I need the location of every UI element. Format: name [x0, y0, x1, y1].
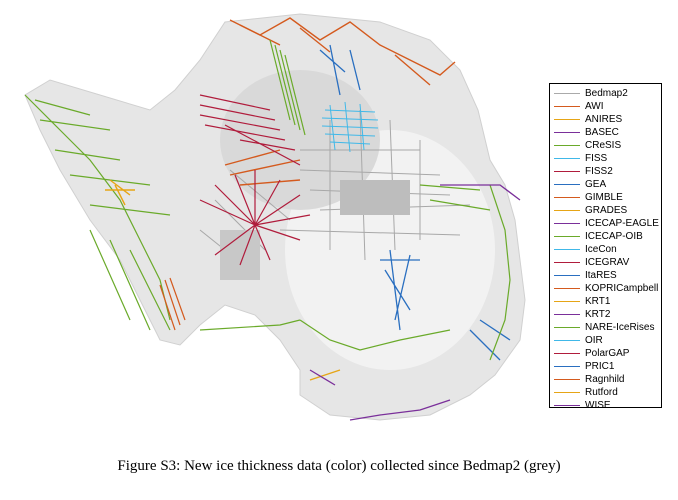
legend-label: NARE-IceRises [585, 322, 655, 333]
legend-label: KRT1 [585, 296, 611, 307]
legend-entry: OIR [554, 334, 661, 347]
legend-entry: GIMBLE [554, 191, 661, 204]
legend-swatch [554, 132, 580, 133]
legend-entry: PolarGAP [554, 347, 661, 360]
legend-label: PolarGAP [585, 348, 630, 359]
legend-swatch [554, 119, 580, 120]
legend-swatch [554, 145, 580, 146]
legend-label: Rutford [585, 387, 618, 398]
legend-entry: FISS [554, 152, 661, 165]
legend-label: AWI [585, 101, 604, 112]
map-legend: Bedmap2 AWI ANIRES BASEC CReSIS FISS FISS2 GEA G… [549, 83, 662, 411]
legend-label: PRIC1 [585, 361, 615, 372]
legend-entry: GEA [554, 178, 661, 191]
legend-swatch [554, 392, 580, 393]
legend-entry: Bedmap2 [554, 87, 661, 100]
cresis-tracks [24, 39, 511, 361]
legend-entry: ICECAP-OIB [554, 230, 661, 243]
wise-tracks [309, 184, 521, 421]
legend-entry: Ragnhild [554, 373, 661, 386]
bedmap2-tracks [199, 109, 471, 280]
legend-label: GIMBLE [585, 192, 623, 203]
legend-swatch [554, 353, 580, 354]
legend-entry: PRIC1 [554, 360, 661, 373]
legend-swatch [554, 223, 580, 224]
legend-swatch [554, 236, 580, 237]
legend-swatch [554, 366, 580, 367]
legend-entry: FISS2 [554, 165, 661, 178]
legend-swatch [554, 106, 580, 107]
legend-label: WISE [585, 400, 611, 411]
legend-entry: KOPRICampbell [554, 282, 661, 295]
legend-swatch [554, 158, 580, 159]
legend-swatch [554, 184, 580, 185]
legend-label: ICECAP-EAGLE [585, 218, 659, 229]
awi-tracks [224, 17, 456, 186]
ice-sheet-interior [220, 70, 380, 210]
anires-tracks [105, 179, 341, 381]
legend-entry: ICEGRAV [554, 256, 661, 269]
legend-entry: KRT1 [554, 295, 661, 308]
fiss2-tracks [199, 94, 311, 266]
fiss-tracks [321, 101, 379, 153]
legend-label: KOPRICampbell [585, 283, 659, 294]
legend-label: KRT2 [585, 309, 611, 320]
legend-swatch [554, 288, 580, 289]
legend-label: FISS [585, 153, 608, 164]
legend-swatch [554, 262, 580, 263]
legend-label: Bedmap2 [585, 88, 628, 99]
gea-tracks [319, 44, 511, 361]
legend-entry: ICECAP-EAGLE [554, 217, 661, 230]
gimble-tracks [159, 277, 186, 331]
legend-entry: ANIRES [554, 113, 661, 126]
legend-swatch [554, 379, 580, 380]
legend-label: Ragnhild [585, 374, 625, 385]
legend-swatch [554, 249, 580, 250]
legend-entry: AWI [554, 100, 661, 113]
legend-swatch [554, 405, 580, 406]
legend-label: GEA [585, 179, 607, 190]
legend-swatch [554, 171, 580, 172]
legend-entry: BASEC [554, 126, 661, 139]
legend-swatch [554, 327, 580, 328]
legend-swatch [554, 340, 580, 341]
legend-swatch [554, 301, 580, 302]
legend-label: ANIRES [585, 114, 623, 125]
legend-swatch [554, 210, 580, 211]
legend-swatch [554, 275, 580, 276]
legend-entry: KRT2 [554, 308, 661, 321]
antarctica-map [24, 13, 526, 421]
legend-label: IceCon [585, 244, 617, 255]
figure-caption: Figure S3: New ice thickness data (color… [117, 458, 561, 474]
legend-label: CReSIS [585, 140, 622, 151]
legend-label: GRADES [585, 205, 628, 216]
legend-entry: ItaRES [554, 269, 661, 282]
legend-entry: CReSIS [554, 139, 661, 152]
legend-entry: GRADES [554, 204, 661, 217]
legend-swatch [554, 197, 580, 198]
legend-entry: WISE [554, 399, 661, 412]
legend-label: ICEGRAV [585, 257, 630, 268]
legend-label: ICECAP-OIB [585, 231, 643, 242]
legend-label: FISS2 [585, 166, 613, 177]
legend-entry: NARE-IceRises [554, 321, 661, 334]
legend-entry: Rutford [554, 386, 661, 399]
legend-label: BASEC [585, 127, 619, 138]
legend-swatch [554, 314, 580, 315]
legend-label: OIR [585, 335, 603, 346]
legend-swatch [554, 93, 580, 94]
legend-label: ItaRES [585, 270, 617, 281]
legend-entry: IceCon [554, 243, 661, 256]
